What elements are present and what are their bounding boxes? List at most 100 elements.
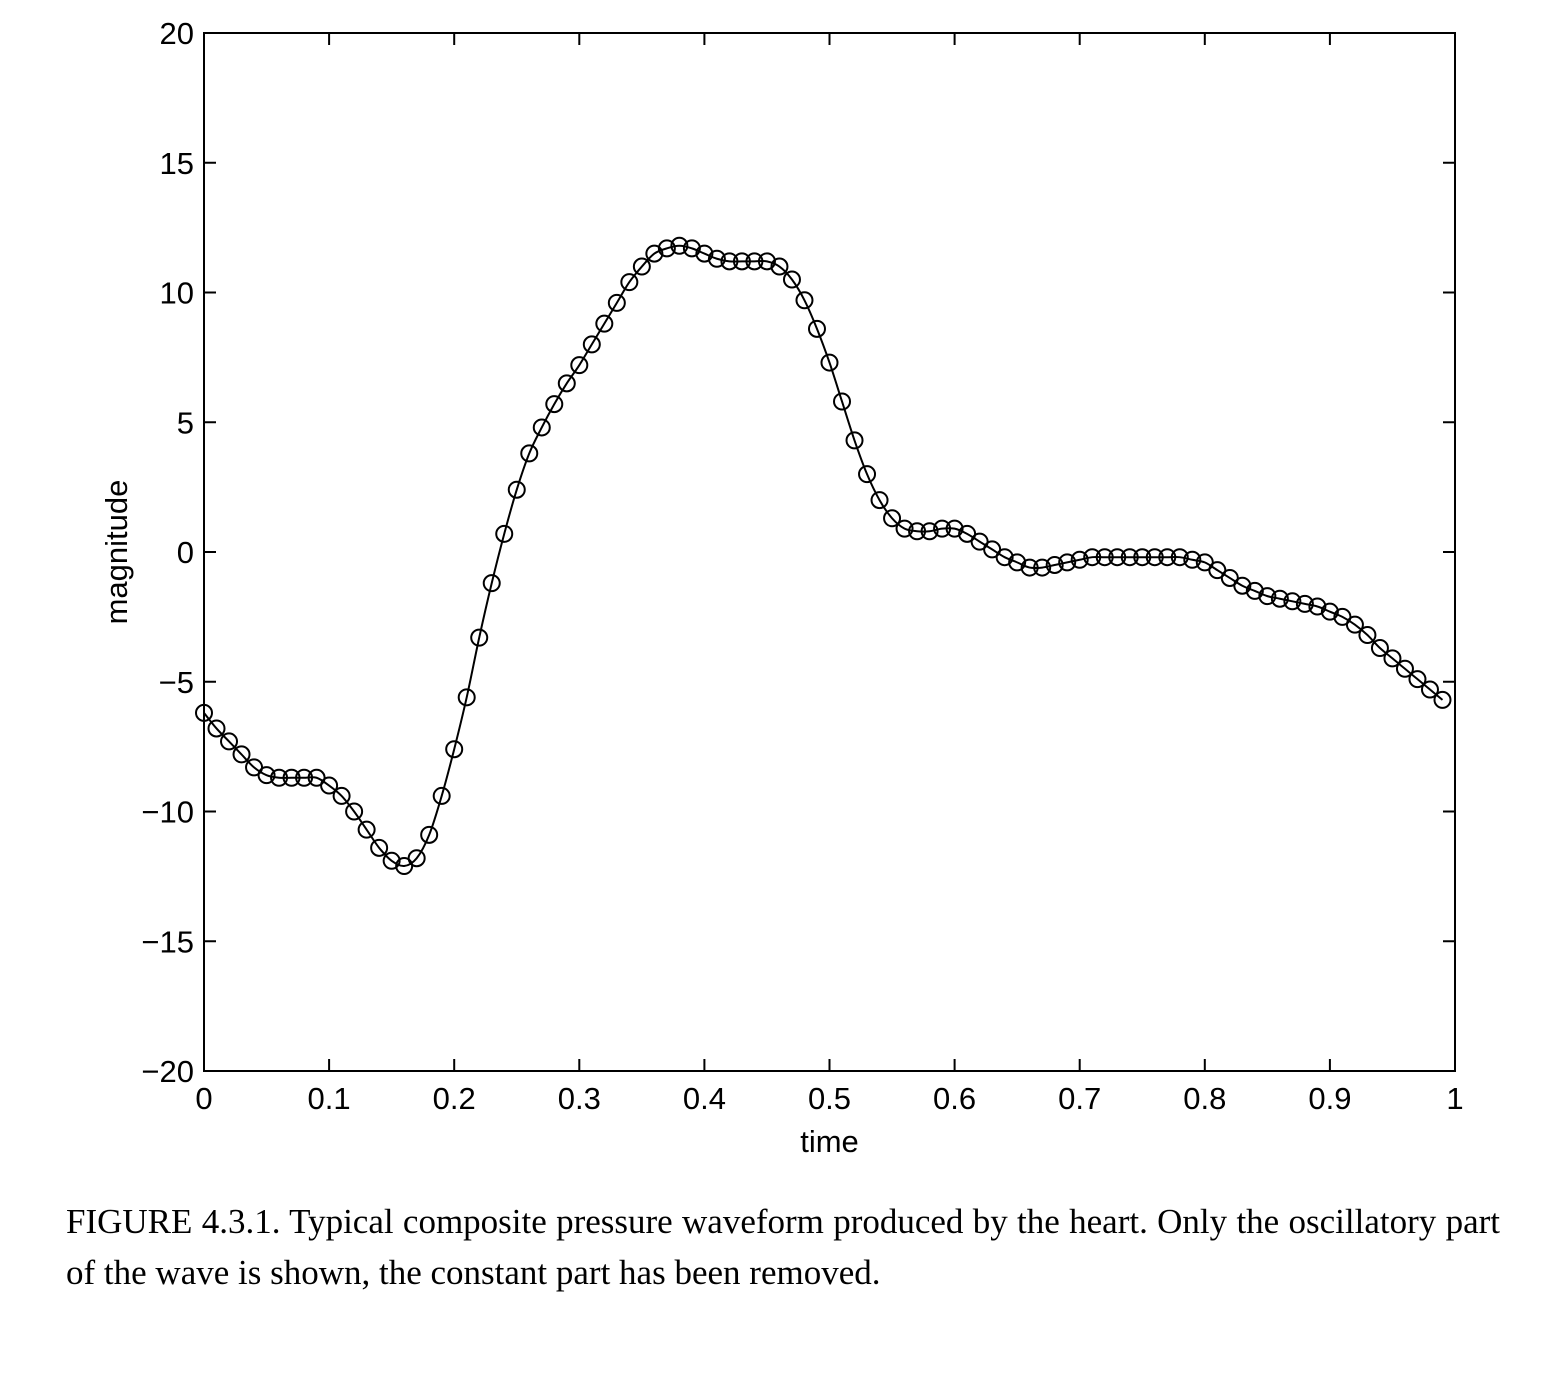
data-point-marker [995,548,1014,567]
data-point-marker [632,257,651,276]
data-point-marker [1245,581,1264,600]
data-point-marker [920,522,939,541]
data-point-marker [1270,589,1289,608]
y-tick-labels: 20 15 10 5 0 −5 −10 −15 −20 [141,16,194,1089]
data-point-marker [858,465,877,484]
data-point-marker [495,524,514,543]
data-point-marker [807,319,826,338]
data-point-marker [1083,548,1102,567]
chart-svg: 0 0.1 0.2 0.3 0.4 0.5 0.6 0.7 0.8 0.9 1 20 15 10 5 0 −5… [99,16,1464,1159]
data-point-marker [320,776,339,795]
data-point-marker [1158,548,1177,567]
axis-ticks [203,32,1456,1072]
data-point-marker [382,851,401,870]
data-point-marker [582,335,601,354]
y-tick-label: −15 [141,924,194,959]
data-point-marker [707,249,726,268]
y-tick-label: 0 [177,535,194,570]
data-point-marker [507,480,526,499]
x-tick-label: 1 [1446,1081,1463,1116]
data-point-marker [532,418,551,437]
data-point-marker [482,574,501,593]
data-point-marker [357,820,376,839]
data-point-marker [1408,670,1427,689]
data-point-marker [420,825,439,844]
data-point-marker [1058,553,1077,572]
y-tick-label: 20 [160,16,194,51]
data-point-marker [795,291,814,310]
data-point-marker [1033,558,1052,577]
data-point-marker [732,252,751,271]
x-tick-labels: 0 0.1 0.2 0.3 0.4 0.5 0.6 0.7 0.8 0.9 1 [195,1081,1463,1116]
data-point-marker [720,252,739,271]
x-tick-label: 0.7 [1058,1081,1101,1116]
data-point-marker [1170,548,1189,567]
data-point-marker [1433,690,1452,709]
data-point-marker [457,688,476,707]
x-tick-label: 0.4 [683,1081,726,1116]
x-tick-label: 0.6 [933,1081,976,1116]
data-point-marker [1133,548,1152,567]
data-point-marker [945,519,964,538]
data-point-marker [883,509,902,528]
data-point-marker [1283,592,1302,611]
data-point-marker [270,768,289,787]
data-point-marker [1383,649,1402,668]
x-tick-label: 0.2 [433,1081,476,1116]
data-point-marker [207,719,226,738]
data-point-marker [1345,615,1364,634]
data-point-marker [645,244,664,263]
data-point-marker [833,392,852,411]
data-point-marker [1420,680,1439,699]
x-tick-label: 0.1 [308,1081,351,1116]
data-point-marker [845,431,864,450]
data-point-marker [1320,602,1339,621]
data-point-marker [1108,548,1127,567]
data-point-marker [445,740,464,759]
data-point-marker [257,766,276,785]
chart-figure: 0 0.1 0.2 0.3 0.4 0.5 0.6 0.7 0.8 0.9 1 20 15 10 5 0 −5… [99,16,1464,1159]
data-point-marker [1120,548,1139,567]
data-point-marker [1308,597,1327,616]
data-point-marker [607,293,626,312]
data-point-marker [782,270,801,289]
data-point-marker [1095,548,1114,567]
data-point-marker [1008,553,1027,572]
data-point-marker [345,802,364,821]
data-point-marker [295,768,314,787]
data-point-marker [620,273,639,292]
data-point-marker [1295,594,1314,613]
data-point-marker [1045,555,1064,574]
data-point-marker [282,768,301,787]
data-point-marker [232,745,251,764]
data-point-marker [545,395,564,414]
data-point-marker [657,239,676,258]
x-tick-label: 0.9 [1308,1081,1351,1116]
data-point-marker [370,838,389,857]
y-axis-title: magnitude [99,480,134,625]
data-point-marker [407,849,426,868]
data-point-marker [595,314,614,333]
figure-caption: FIGURE 4.3.1. Typical composite pressure… [66,1202,1500,1292]
data-point-marker [520,444,539,463]
data-point-marker [332,786,351,805]
data-point-marker [908,522,927,541]
data-point-marker [895,519,914,538]
data-point-marker [1370,639,1389,658]
data-point-marker [1233,576,1252,595]
x-tick-label: 0.5 [808,1081,851,1116]
data-point-marker [220,732,239,751]
data-point-marker [757,252,776,271]
data-point-marker [870,491,889,510]
data-point-marker [570,356,589,375]
y-tick-label: −20 [141,1054,194,1089]
x-axis-title: time [800,1124,859,1159]
y-tick-label: 15 [160,146,194,181]
y-tick-label: −5 [159,665,194,700]
data-point-marker [933,519,952,538]
data-point-marker [1258,587,1277,606]
plot-area-frame [203,32,1456,1072]
data-point-marker [770,257,789,276]
data-point-marker [682,239,701,258]
data-point-marker [1070,550,1089,569]
